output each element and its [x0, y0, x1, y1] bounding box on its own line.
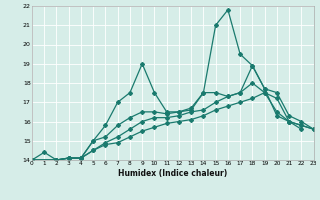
- X-axis label: Humidex (Indice chaleur): Humidex (Indice chaleur): [118, 169, 228, 178]
